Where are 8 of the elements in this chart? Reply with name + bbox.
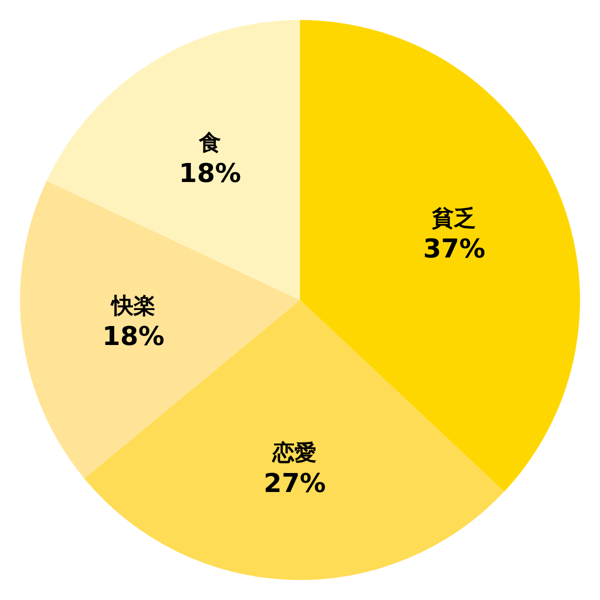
slice-label: 快楽: [109, 294, 156, 320]
slice-label: 恋愛: [272, 440, 317, 466]
slice-label: 食: [198, 131, 221, 156]
data-label: 18%: [178, 159, 242, 190]
data-label: 18%: [102, 322, 164, 352]
data-label: 27%: [264, 468, 326, 499]
data-label: 37%: [423, 234, 486, 264]
slice-label: 貧乏: [431, 206, 476, 232]
